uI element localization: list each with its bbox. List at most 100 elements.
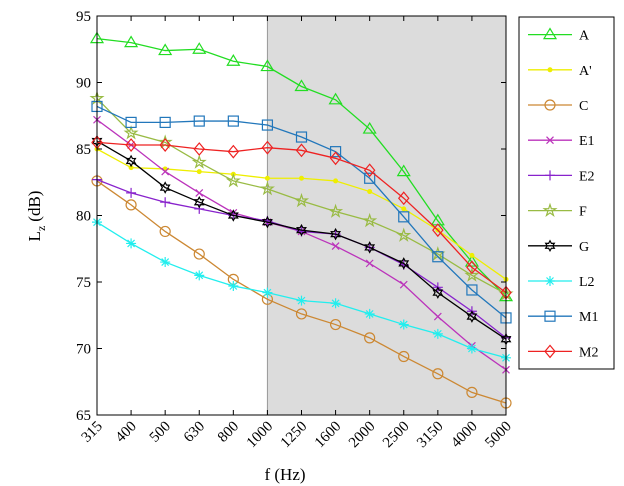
marker-plus bbox=[126, 187, 137, 198]
marker-x bbox=[161, 167, 170, 176]
marker-asterisk bbox=[398, 319, 409, 330]
marker-diamond bbox=[397, 191, 410, 206]
marker-square bbox=[398, 211, 410, 223]
marker-asterisk bbox=[296, 295, 307, 306]
marker-hexagram bbox=[544, 239, 556, 253]
marker-triangle bbox=[294, 79, 309, 92]
marker-circle bbox=[544, 99, 556, 111]
legend-label: A' bbox=[579, 64, 592, 79]
marker-hexagram bbox=[125, 154, 137, 168]
x-tick-label: 400 bbox=[113, 419, 140, 446]
marker-circle bbox=[432, 368, 444, 380]
marker-diamond bbox=[544, 344, 556, 359]
x-tick-label: 3150 bbox=[414, 419, 447, 452]
series-l2 bbox=[92, 217, 511, 363]
x-tick-label: 2000 bbox=[346, 419, 379, 452]
marker-star bbox=[464, 267, 480, 282]
legend: A A' C E1 E2 F G L2 M1 M2 bbox=[518, 16, 615, 370]
y-tick-label: 70 bbox=[76, 342, 91, 358]
marker-square bbox=[193, 115, 205, 127]
marker-dot bbox=[264, 175, 270, 181]
legend-item-e2: E2 bbox=[528, 169, 595, 184]
marker-square bbox=[432, 251, 444, 263]
marker-hexagram bbox=[364, 241, 376, 254]
x-tick-label: 500 bbox=[147, 419, 174, 446]
legend-label: G bbox=[579, 240, 589, 255]
marker-square bbox=[125, 116, 137, 129]
marker-circle bbox=[295, 308, 308, 320]
marker-square bbox=[544, 310, 556, 322]
marker-square bbox=[466, 284, 478, 296]
marker-square bbox=[364, 172, 376, 184]
y-tick-label: 65 bbox=[76, 408, 91, 424]
marker-asterisk bbox=[126, 238, 137, 249]
marker-triangle bbox=[192, 42, 207, 54]
y-tick-label: 95 bbox=[76, 9, 91, 25]
marker-square bbox=[295, 131, 308, 143]
legend-item-a: A bbox=[528, 27, 590, 44]
legend-item-a-prime: A' bbox=[528, 64, 592, 79]
legend-label: E2 bbox=[579, 169, 595, 184]
marker-circle bbox=[329, 318, 342, 331]
marker-hexagram bbox=[432, 286, 444, 299]
marker-diamond bbox=[193, 142, 206, 156]
x-tick-label: 5000 bbox=[482, 419, 515, 452]
y-tick-label: 75 bbox=[76, 275, 91, 291]
series-layer bbox=[89, 31, 514, 409]
marker-dot bbox=[367, 189, 373, 195]
marker-hexagram bbox=[296, 223, 307, 237]
marker-asterisk bbox=[228, 280, 239, 291]
marker-hexagram bbox=[262, 215, 273, 229]
marker-dot bbox=[401, 206, 407, 212]
series-c bbox=[91, 175, 512, 409]
shaded-region bbox=[267, 16, 506, 415]
marker-x bbox=[433, 312, 442, 321]
marker-triangle bbox=[260, 59, 275, 72]
marker-circle bbox=[466, 386, 478, 398]
series-line-a bbox=[96, 37, 507, 298]
marker-star bbox=[362, 212, 378, 228]
legend-item-m2: M2 bbox=[528, 344, 598, 360]
marker-asterisk bbox=[432, 328, 443, 339]
legend-label: L2 bbox=[579, 275, 595, 290]
marker-circle bbox=[364, 332, 376, 344]
marker-diamond bbox=[159, 138, 171, 152]
series-g bbox=[91, 134, 512, 346]
marker-diamond bbox=[295, 143, 308, 158]
legend-label: M2 bbox=[579, 345, 598, 360]
marker-circle bbox=[398, 350, 410, 363]
series-line-g bbox=[96, 140, 507, 340]
marker-dot bbox=[299, 175, 304, 181]
series-line-m2 bbox=[96, 141, 507, 294]
legend-item-g: G bbox=[528, 239, 589, 255]
legend-item-c: C bbox=[528, 99, 588, 114]
marker-asterisk bbox=[160, 257, 171, 268]
marker-star bbox=[542, 202, 558, 218]
marker-dot bbox=[547, 67, 553, 73]
marker-hexagram bbox=[159, 181, 171, 194]
marker-triangle bbox=[362, 121, 377, 134]
x-tick-label: 800 bbox=[215, 419, 242, 446]
marker-asterisk bbox=[466, 343, 477, 354]
marker-diamond bbox=[261, 140, 274, 155]
legend-label: F bbox=[579, 205, 587, 220]
x-tick-label: 1600 bbox=[312, 419, 345, 452]
marker-plus bbox=[160, 197, 171, 208]
marker-dot bbox=[196, 169, 202, 175]
marker-diamond bbox=[125, 138, 137, 152]
y-axis-label-unit: (dB) bbox=[25, 191, 44, 222]
marker-x bbox=[399, 280, 408, 289]
marker-square bbox=[227, 115, 239, 127]
marker-square bbox=[329, 146, 342, 158]
marker-hexagram bbox=[193, 195, 205, 209]
marker-asterisk bbox=[330, 298, 341, 309]
marker-triangle bbox=[226, 54, 241, 66]
series-line-c bbox=[96, 180, 507, 404]
marker-circle bbox=[193, 248, 205, 260]
legend-item-e1: E1 bbox=[528, 134, 595, 149]
marker-diamond bbox=[466, 260, 478, 275]
marker-star bbox=[225, 172, 241, 188]
legend-label: E1 bbox=[579, 134, 595, 149]
x-tick-label: 4000 bbox=[448, 419, 481, 452]
